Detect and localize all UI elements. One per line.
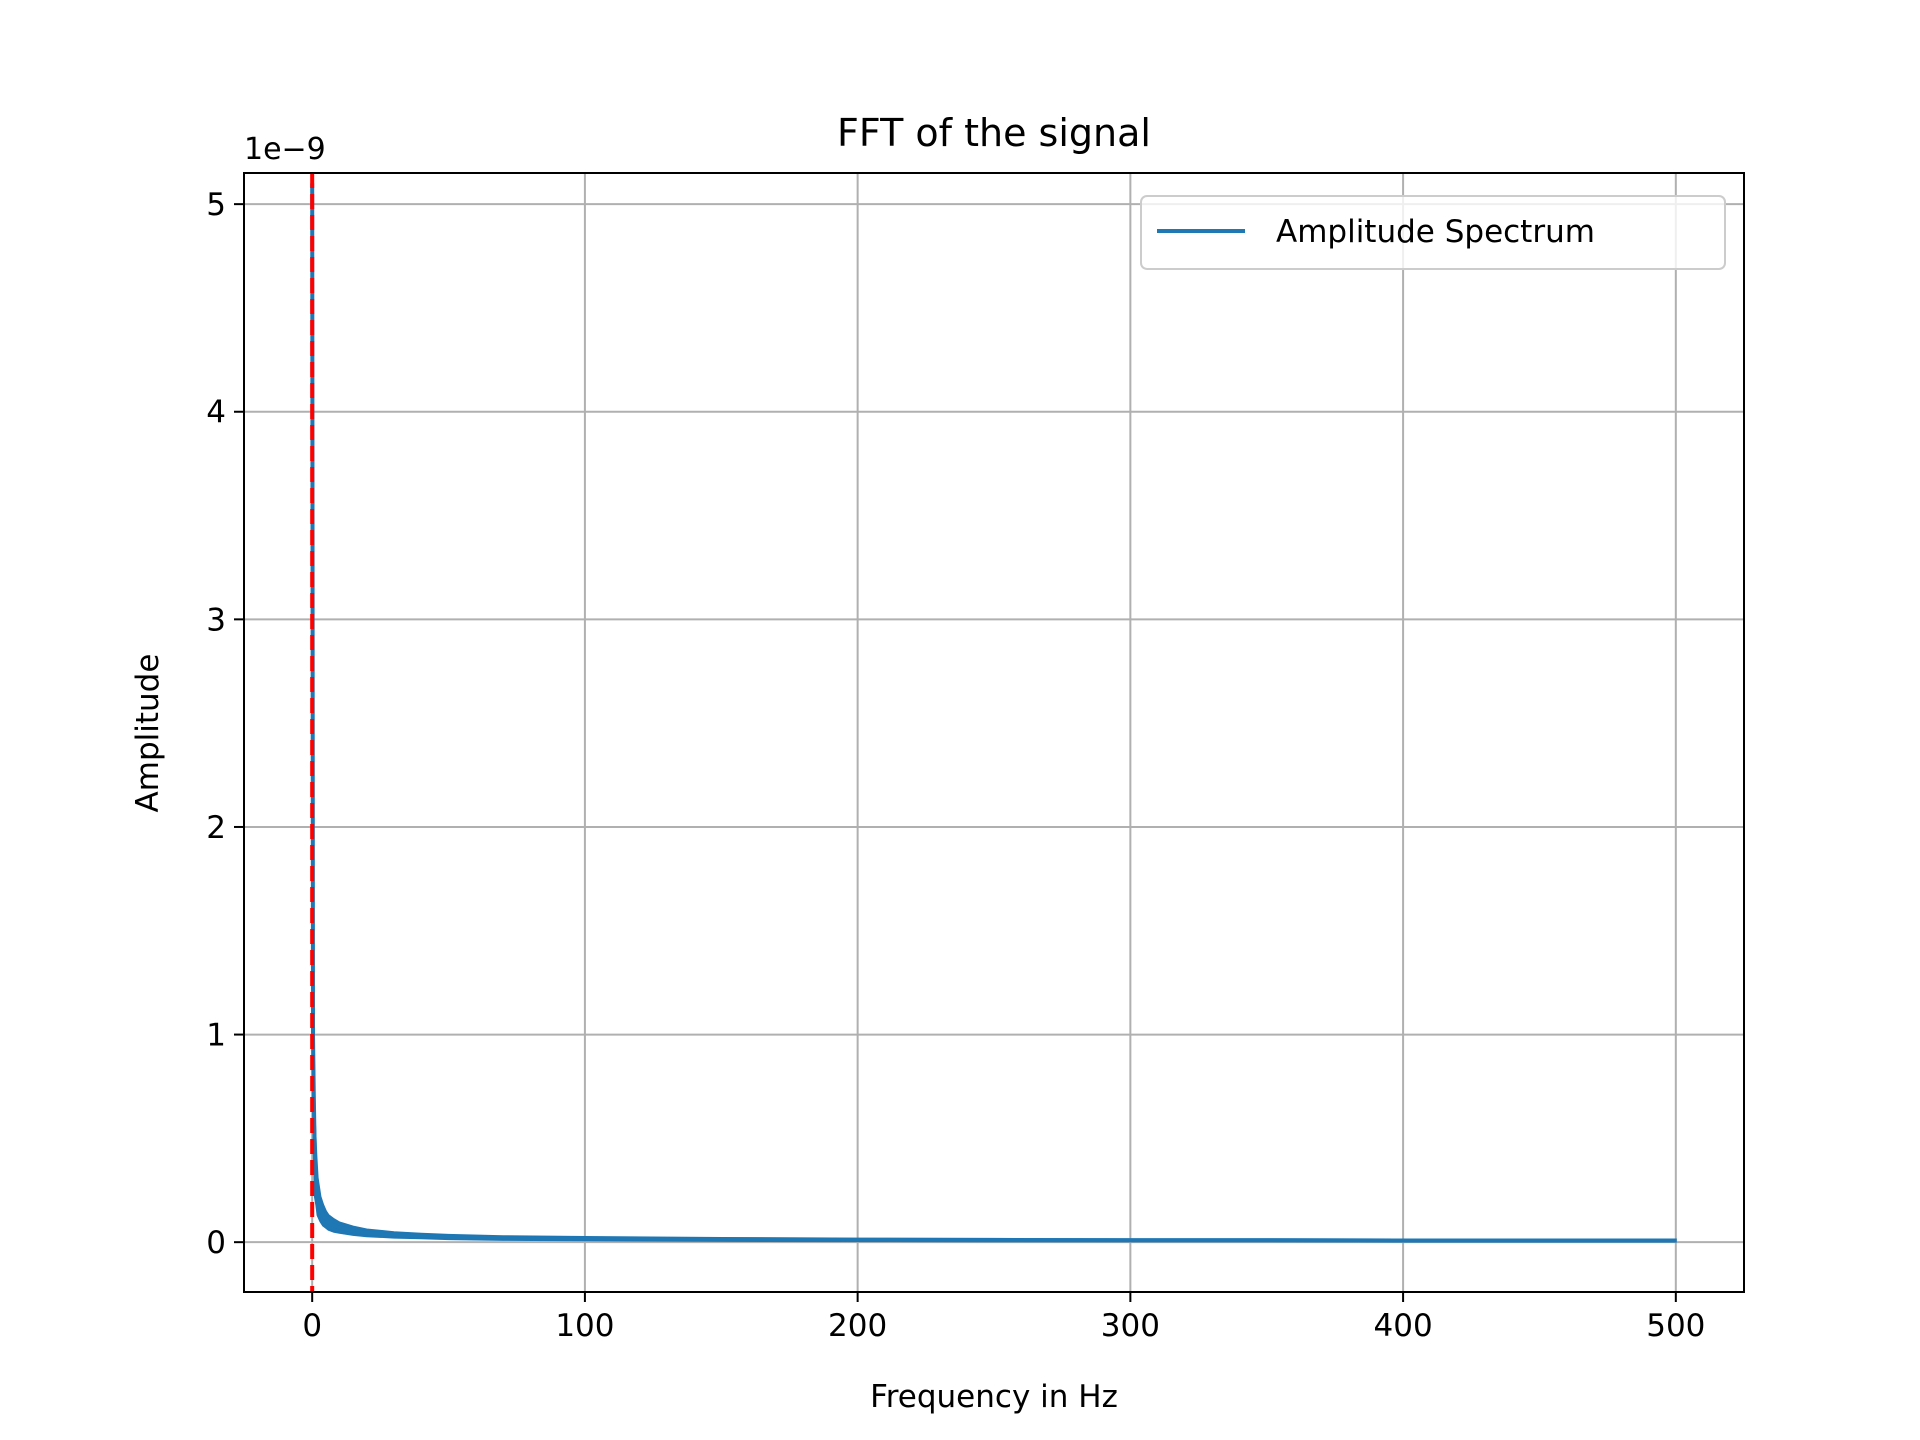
data-layer <box>310 173 1677 1292</box>
y-tick-label: 1 <box>206 1018 226 1054</box>
legend-label: Amplitude Spectrum <box>1276 214 1595 250</box>
y-tick-label: 3 <box>206 602 226 638</box>
plot-area <box>244 173 1744 1292</box>
x-tick-label: 400 <box>1374 1308 1433 1344</box>
y-tick-label: 2 <box>206 810 226 846</box>
x-axis-label: Frequency in Hz <box>870 1379 1118 1415</box>
legend: Amplitude Spectrum <box>1140 195 1726 270</box>
y-tick-label: 4 <box>206 395 226 431</box>
spectrum-line <box>310 183 1676 1243</box>
x-tick-label: 100 <box>555 1308 614 1344</box>
y-offset-label: 1e−9 <box>244 132 326 167</box>
x-tick-label: 200 <box>828 1308 887 1344</box>
ticks: 0 100 200 300 400 500 0 1 2 3 4 5 <box>206 187 1705 1344</box>
chart-title: FFT of the signal <box>837 111 1151 155</box>
y-tick-label: 0 <box>206 1225 226 1261</box>
axes-frame <box>243 172 1745 1293</box>
grid <box>244 173 1744 1292</box>
x-tick-label: 0 <box>302 1308 322 1344</box>
y-tick-label: 5 <box>206 187 226 223</box>
y-axis-label: Amplitude <box>130 654 166 813</box>
x-tick-label: 300 <box>1101 1308 1160 1344</box>
x-tick-label: 500 <box>1646 1308 1705 1344</box>
legend-box <box>1140 195 1726 270</box>
